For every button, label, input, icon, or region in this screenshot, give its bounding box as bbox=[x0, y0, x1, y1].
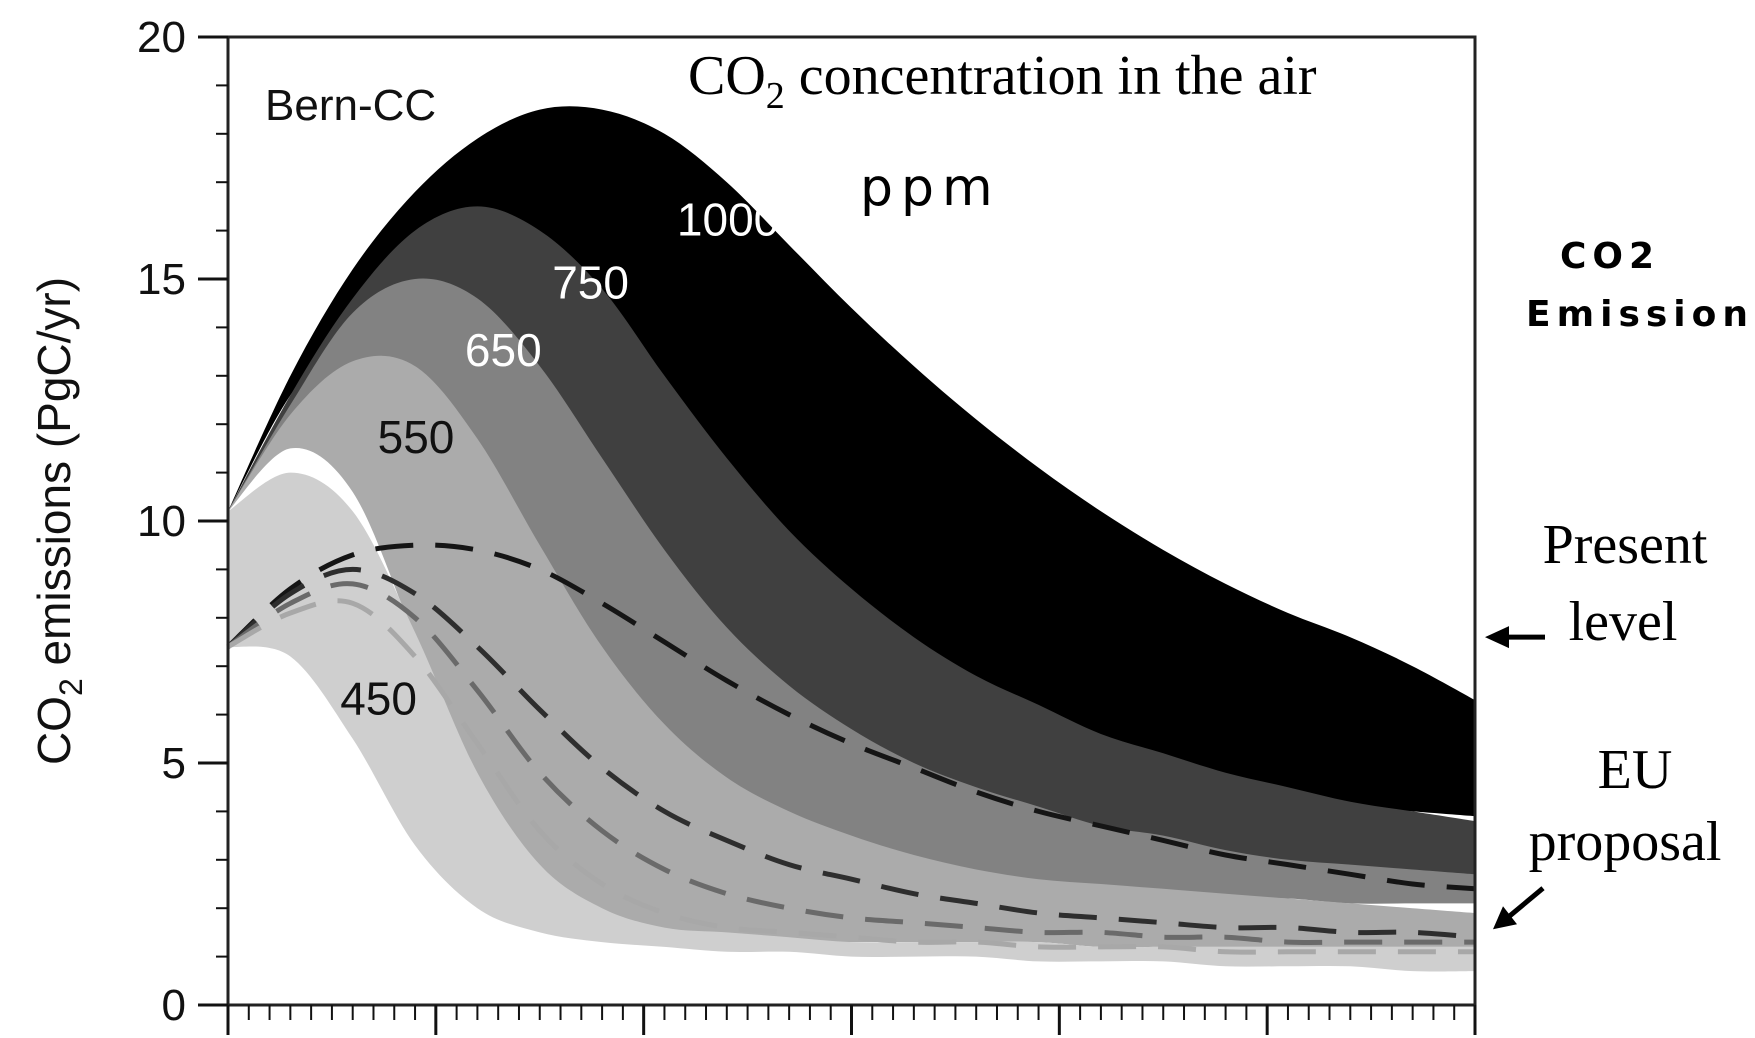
band-label-750: 750 bbox=[552, 256, 629, 308]
band-label-550: 550 bbox=[378, 411, 455, 463]
band-550 bbox=[228, 355, 1475, 948]
y-tick-label: 0 bbox=[162, 981, 186, 1030]
present-level-arrow bbox=[1485, 626, 1545, 649]
present-level-line1: Present bbox=[1543, 514, 1708, 576]
y-tick-label: 10 bbox=[137, 497, 186, 546]
dashed-line-4 bbox=[226, 598, 1475, 955]
x-axis-ticks bbox=[226, 1005, 1477, 1035]
band-450 bbox=[228, 472, 1475, 972]
eu-proposal-arrow bbox=[1493, 886, 1545, 930]
present-level-line2: level bbox=[1569, 591, 1678, 653]
y-tick-label: 5 bbox=[162, 739, 186, 788]
unit-note: ppm bbox=[860, 158, 1001, 218]
eu-arrow-head bbox=[1493, 906, 1517, 930]
y-axis-ticks: 0 5 10 15 20 bbox=[137, 13, 228, 1030]
side-note-line1: CO2 bbox=[1560, 236, 1660, 277]
y-tick-label: 15 bbox=[137, 255, 186, 304]
band-label-450: 450 bbox=[340, 673, 417, 725]
dashed-trajectories bbox=[226, 542, 1476, 955]
present-arrow-head bbox=[1485, 626, 1509, 649]
dashed-line-3 bbox=[226, 581, 1475, 945]
band-label-650: 650 bbox=[465, 324, 542, 376]
band-label-1000: 1000 bbox=[677, 193, 779, 245]
dashed-line-1 bbox=[226, 542, 1476, 892]
chart-title: CO2 concentration in the air bbox=[688, 45, 1317, 117]
y-tick-label: 20 bbox=[137, 13, 186, 62]
eu-proposal-line1: EU bbox=[1598, 739, 1673, 801]
concentration-bands bbox=[228, 106, 1475, 972]
model-label: Bern-CC bbox=[265, 81, 436, 130]
dashed-line-2 bbox=[226, 566, 1476, 940]
side-note-line2: Emission bbox=[1526, 294, 1754, 335]
eu-arrow-shaft bbox=[1505, 886, 1545, 921]
band-650 bbox=[228, 278, 1475, 904]
y-axis-label: CO2 emissions (PgC/yr) bbox=[28, 277, 89, 765]
eu-proposal-line2: proposal bbox=[1529, 811, 1722, 873]
